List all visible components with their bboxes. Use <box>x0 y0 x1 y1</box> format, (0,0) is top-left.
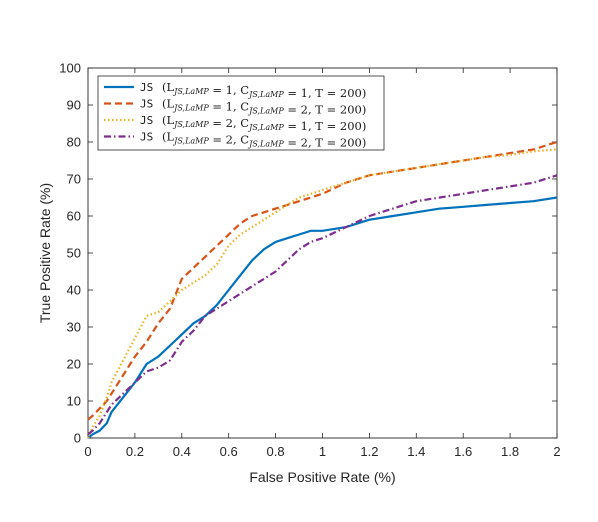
legend-series-name: JS <box>140 114 153 127</box>
x-tick-label: 0.2 <box>126 444 144 459</box>
x-tick-label: 1.8 <box>501 444 519 459</box>
x-tick-label: 1.6 <box>454 444 472 459</box>
y-tick-label: 50 <box>67 246 81 261</box>
x-axis-label: False Positive Rate (%) <box>249 469 395 485</box>
legend-series-params: (LJS,LaMP = 2, CJS,LaMP = 1, T = 200) <box>162 113 366 133</box>
x-tick-label: 0.6 <box>220 444 238 459</box>
y-tick-label: 90 <box>67 98 81 113</box>
series-line-3 <box>86 148 558 439</box>
series-line-4 <box>87 174 558 436</box>
x-tick-label: 1.4 <box>407 444 425 459</box>
legend-series-params: (LJS,LaMP = 1, CJS,LaMP = 2, T = 200) <box>162 97 366 117</box>
y-tick-label: 70 <box>67 172 81 187</box>
y-tick-label: 10 <box>67 394 81 409</box>
x-tick-label: 1 <box>319 444 326 459</box>
legend-box <box>97 75 385 151</box>
legend-series-params: (LJS,LaMP = 1, CJS,LaMP = 1, T = 200) <box>162 80 366 100</box>
x-tick-label: 0.4 <box>173 444 191 459</box>
y-tick-label: 60 <box>67 209 81 224</box>
legend: JS (LJS,LaMP = 1, CJS,LaMP = 1, T = 200) J… <box>97 75 385 151</box>
series-lines <box>86 140 558 439</box>
x-tick-label: 0.8 <box>267 444 285 459</box>
legend-series-name: JS <box>140 131 153 144</box>
series-line-1 <box>87 196 558 439</box>
y-tick-label: 80 <box>67 135 81 150</box>
y-tick-label: 0 <box>74 431 81 446</box>
axes: 0 0.2 0.4 0.6 0.8 1 1.2 1.4 1.6 1.8 20102030405060… <box>59 61 560 460</box>
y-tick-label: 20 <box>67 357 81 372</box>
x-tick-label: 1.2 <box>360 444 378 459</box>
x-tick-label: 0 <box>84 444 91 459</box>
y-tick-label: 100 <box>59 61 81 76</box>
legend-series-name: JS <box>140 98 153 111</box>
legend-series-params: (LJS,LaMP = 2, CJS,LaMP = 2, T = 200) <box>162 130 366 150</box>
series-line-2 <box>87 140 558 421</box>
x-tick-label: 2 <box>553 444 560 459</box>
y-axis-label: True Positive Rate (%) <box>37 183 53 323</box>
y-tick-label: 30 <box>67 320 81 335</box>
y-tick-label: 40 <box>67 283 81 298</box>
legend-series-name: JS <box>140 81 153 94</box>
